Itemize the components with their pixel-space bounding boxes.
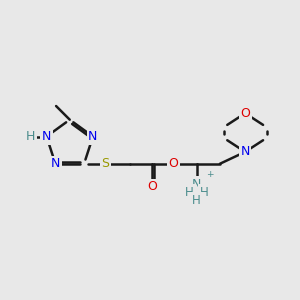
Text: N: N bbox=[42, 130, 51, 143]
Text: O: O bbox=[169, 157, 178, 170]
Text: N: N bbox=[51, 157, 60, 170]
Text: N: N bbox=[192, 178, 201, 191]
Text: H: H bbox=[200, 186, 208, 199]
Text: N: N bbox=[241, 146, 250, 158]
Text: O: O bbox=[240, 107, 250, 120]
Text: +: + bbox=[206, 170, 214, 179]
Text: H: H bbox=[26, 130, 35, 143]
Text: H: H bbox=[192, 194, 201, 207]
Text: N: N bbox=[88, 130, 98, 143]
Text: O: O bbox=[147, 181, 157, 194]
Text: S: S bbox=[101, 157, 110, 170]
Text: H: H bbox=[185, 186, 194, 199]
